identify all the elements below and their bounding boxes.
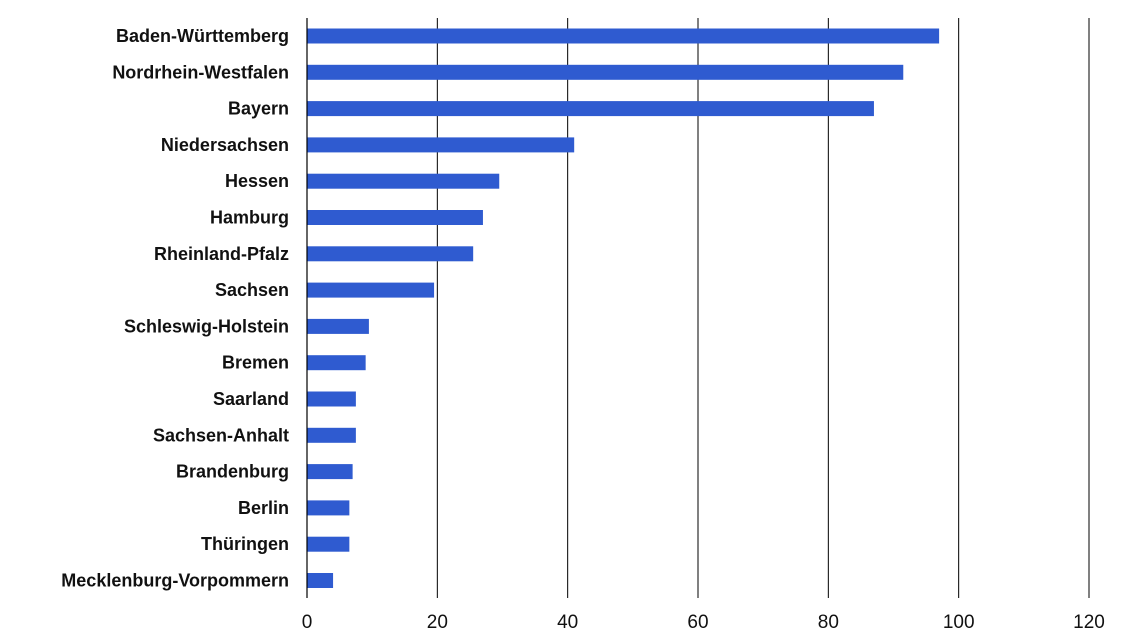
bar [307,137,575,153]
x-tick-label: 0 [302,612,313,633]
category-label: Hamburg [210,208,289,228]
bar [307,210,483,225]
x-tick-labels: 0 20 40 60 80 100 120 [302,612,1105,633]
bar [307,355,366,371]
category-label: Sachsen [215,280,289,300]
bar [307,391,356,407]
bar [307,573,334,588]
category-label: Brandenburg [176,462,289,482]
bar [307,28,940,44]
category-label: Baden-Württemberg [116,26,289,46]
bar [307,464,353,480]
category-labels: Baden-Württemberg Nordrhein-Westfalen Baye… [61,26,289,591]
bar [307,246,474,262]
category-label: Mecklenburg-Vorpommern [61,571,289,591]
x-tick-label: 60 [687,612,708,633]
bar [307,101,874,117]
category-label: Nordrhein-Westfalen [112,62,289,82]
bar [307,318,369,334]
category-label: Saarland [213,389,289,409]
x-tick-label: 100 [943,612,975,633]
bars [307,28,940,588]
bar [307,282,435,298]
category-label: Rheinland-Pfalz [154,244,289,264]
bar [307,500,350,516]
x-tick-label: 20 [427,612,448,633]
x-tick-label: 80 [818,612,839,633]
category-label: Bremen [222,353,289,373]
category-label: Sachsen-Anhalt [153,425,289,445]
bar [307,173,500,189]
category-label: Hessen [225,171,289,191]
category-label: Thüringen [201,534,289,554]
category-label: Schleswig-Holstein [124,316,289,336]
category-label: Berlin [238,498,289,518]
category-label: Niedersachsen [161,135,289,155]
bar [307,536,350,552]
category-label: Bayern [228,99,289,119]
bar [307,64,904,80]
x-tick-label: 120 [1073,612,1105,633]
bar [307,427,356,443]
x-tick-label: 40 [557,612,578,633]
